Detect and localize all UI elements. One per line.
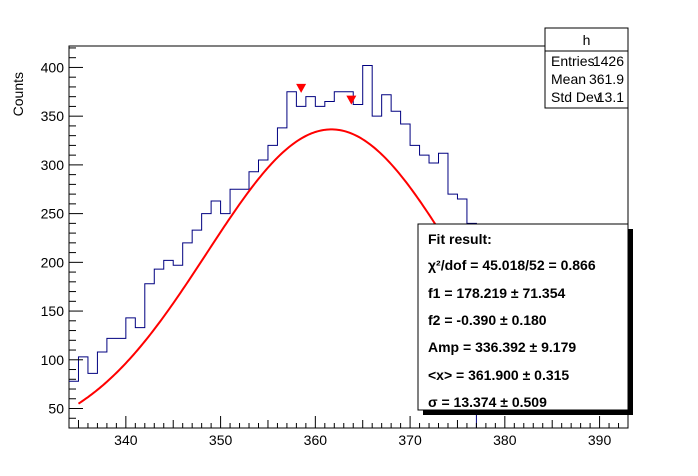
histogram-series bbox=[69, 64, 477, 428]
fit-line-f2: f2 = -0.390 ± 0.180 bbox=[428, 312, 547, 328]
y-tick-label: 400 bbox=[41, 59, 65, 75]
fit-result-title: Fit result: bbox=[428, 231, 492, 247]
fit-line-chi2: χ²/dof = 45.018/52 = 0.866 bbox=[428, 257, 596, 273]
stats-title: h bbox=[583, 32, 591, 48]
stats-label-stddev: Std Dev bbox=[551, 89, 601, 105]
fit-line-f1: f1 = 178.219 ± 71.354 bbox=[428, 285, 566, 301]
x-tick-label: 380 bbox=[493, 432, 517, 448]
x-tick-label: 390 bbox=[588, 432, 612, 448]
x-tick-label: 340 bbox=[114, 432, 138, 448]
y-tick-label: 150 bbox=[41, 303, 65, 319]
x-tick-label: 370 bbox=[398, 432, 422, 448]
y-tick-label: 50 bbox=[48, 401, 64, 417]
y-tick-label: 200 bbox=[41, 254, 65, 270]
stats-value-stddev: 13.1 bbox=[597, 89, 624, 105]
fit-marker bbox=[296, 83, 307, 93]
stats-label-mean: Mean bbox=[551, 71, 586, 87]
stats-label-entries: Entries bbox=[551, 53, 595, 69]
y-tick-label: 100 bbox=[41, 352, 65, 368]
y-tick-label: 250 bbox=[41, 206, 65, 222]
y-tick-label: 300 bbox=[41, 157, 65, 173]
fit-curve bbox=[77, 128, 459, 405]
stats-value-mean: 361.9 bbox=[589, 71, 624, 87]
y-axis-label: Counts bbox=[10, 72, 26, 116]
stats-box: h Entries 1426 Mean 361.9 Std Dev 13.1 bbox=[544, 27, 629, 109]
x-tick-label: 350 bbox=[209, 432, 233, 448]
fit-line-amp: Amp = 336.392 ± 9.179 bbox=[428, 339, 576, 355]
fit-marker bbox=[346, 95, 357, 105]
x-tick-label: 360 bbox=[304, 432, 328, 448]
fit-line-sigma: σ = 13.374 ± 0.509 bbox=[428, 394, 547, 410]
fit-line-mean: <x> = 361.900 ± 0.315 bbox=[428, 367, 569, 383]
fit-result-box: Fit result: χ²/dof = 45.018/52 = 0.866 f… bbox=[417, 223, 633, 415]
stats-value-entries: 1426 bbox=[593, 53, 624, 69]
y-tick-label: 350 bbox=[41, 108, 65, 124]
